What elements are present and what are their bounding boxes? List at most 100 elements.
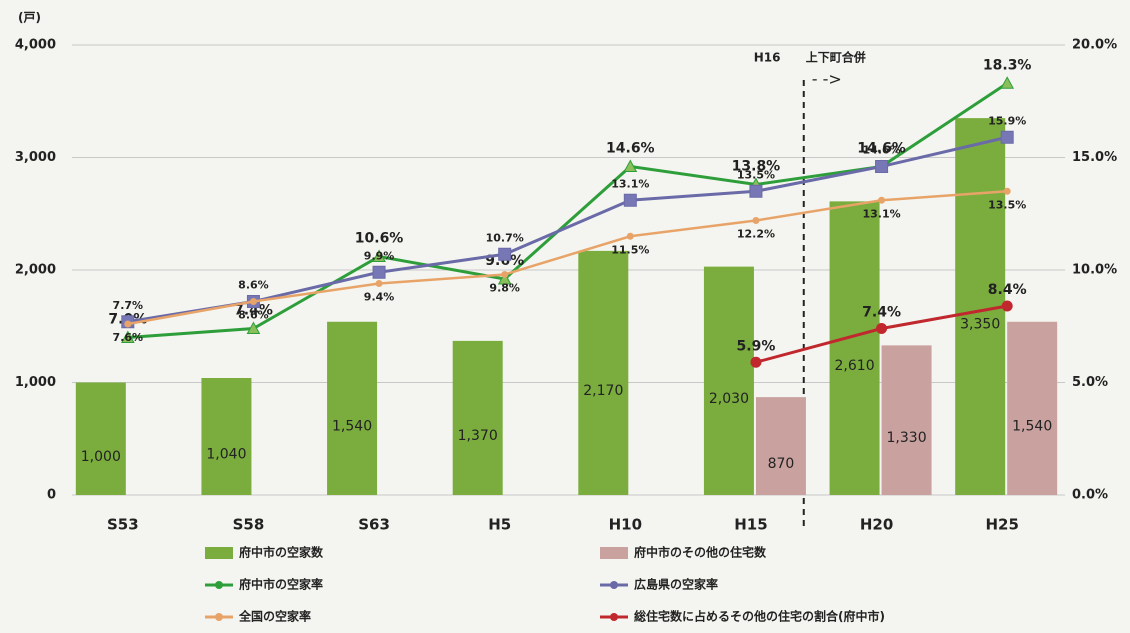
y2-tick-label: 5.0% [1072, 375, 1108, 390]
marker [623, 159, 638, 172]
legend-swatch [600, 547, 628, 559]
line-value-label: 9.8% [489, 282, 520, 295]
x-tick-label: S53 [107, 516, 139, 534]
bar-value-label: 2,170 [583, 383, 623, 399]
line-value-label: 7.4% [862, 305, 901, 321]
line-value-label: 9.4% [364, 291, 395, 304]
marker [752, 217, 760, 224]
line-value-label: 14.6% [606, 141, 655, 157]
bar-value-label: 1,540 [1012, 418, 1052, 434]
marker [750, 356, 762, 368]
bar [201, 378, 252, 495]
annotation: H16 [754, 51, 781, 65]
y-tick-label: 2,000 [15, 263, 56, 278]
bar-value-label: 1,000 [81, 449, 121, 465]
marker [1001, 300, 1013, 312]
bar [1007, 321, 1058, 495]
line-value-label: 8.6% [238, 279, 269, 292]
marker [875, 160, 889, 173]
annotation: 上下町合併 [806, 50, 866, 65]
legend-swatch [205, 547, 233, 559]
legend-swatch [610, 613, 618, 621]
legend-swatch [215, 613, 223, 621]
line-value-label: 7.4% [234, 303, 273, 319]
y-tick-label: 4,000 [15, 38, 56, 53]
line-value-label: 13.5% [737, 168, 775, 181]
x-tick-label: S58 [233, 516, 265, 534]
marker [120, 330, 135, 343]
marker [1000, 76, 1015, 89]
annotation: - -> [812, 70, 842, 89]
line-value-label: 10.6% [355, 231, 404, 247]
bar [452, 340, 503, 495]
y2-tick-label: 10.0% [1072, 263, 1117, 278]
marker [497, 271, 512, 285]
legend-label: 広島県の空家率 [634, 577, 718, 592]
line-value-label: 8.6% [238, 309, 269, 322]
x-tick-label: H25 [985, 516, 1018, 534]
line-value-label: 13.8% [732, 159, 781, 175]
line-value-label: 11.5% [611, 243, 649, 256]
legend-swatch [215, 581, 223, 589]
bar [578, 250, 629, 495]
bar [829, 201, 880, 495]
line [127, 190, 1008, 326]
marker [498, 247, 512, 261]
line-value-label: 7.6% [113, 331, 144, 344]
bar-value-label: 1,330 [887, 430, 927, 446]
bar [75, 382, 126, 495]
marker [372, 265, 386, 279]
bar-value-label: 870 [768, 456, 795, 472]
marker [124, 320, 132, 328]
line-value-label: 14.6% [857, 141, 906, 157]
bar-value-label: 2,030 [709, 391, 749, 407]
line-value-label: 13.1% [611, 177, 649, 190]
marker [1003, 187, 1011, 195]
x-tick-label: H5 [488, 516, 511, 534]
marker [623, 193, 637, 207]
legend-label: 府中市の空家率 [239, 577, 323, 592]
marker [249, 298, 257, 305]
bar [327, 321, 378, 495]
line [127, 135, 1008, 324]
bar-value-label: 3,350 [960, 317, 1000, 333]
line-value-label: 13.5% [988, 198, 1026, 211]
legend-label: 全国の空家率 [238, 609, 311, 624]
marker [1000, 130, 1014, 144]
line-value-label: 15.9% [988, 114, 1026, 127]
line-value-label: 14.6% [862, 144, 900, 157]
y-tick-label: 1,000 [15, 375, 56, 390]
marker [501, 271, 509, 278]
marker [626, 232, 634, 240]
y2-tick-label: 15.0% [1072, 150, 1117, 165]
line-value-label: 7.7% [113, 299, 144, 312]
y2-tick-label: 20.0% [1072, 38, 1117, 53]
x-tick-label: H20 [860, 516, 893, 534]
marker [375, 280, 383, 287]
legend-label: 総住宅数に占めるその他の住宅の割合(府中市) [634, 609, 885, 624]
y2-tick-label: 0.0% [1072, 488, 1108, 503]
x-tick-label: S63 [358, 516, 390, 534]
legend-label: 府中市の空家数 [239, 545, 324, 560]
legend-swatch [610, 581, 618, 589]
marker [246, 321, 261, 334]
marker [878, 196, 886, 204]
x-tick-label: H10 [609, 516, 642, 534]
line-value-label: 13.1% [862, 207, 900, 220]
y-axis-label: (戸) [18, 11, 41, 25]
line-value-label: 9.9% [364, 249, 395, 262]
y-tick-label: 3,000 [15, 150, 56, 165]
marker [372, 249, 386, 262]
line-value-label: 5.9% [737, 338, 776, 354]
bar [703, 266, 754, 495]
marker [876, 323, 888, 334]
y-tick-label: 0 [47, 488, 56, 503]
bar-value-label: 1,370 [458, 428, 498, 444]
line-value-label: 18.3% [983, 57, 1032, 73]
line-value-label: 10.7% [486, 231, 524, 244]
bar [755, 397, 806, 495]
legend-label: 府中市のその他の住宅数 [634, 545, 767, 560]
marker [749, 184, 763, 198]
bar-value-label: 1,040 [206, 447, 246, 463]
